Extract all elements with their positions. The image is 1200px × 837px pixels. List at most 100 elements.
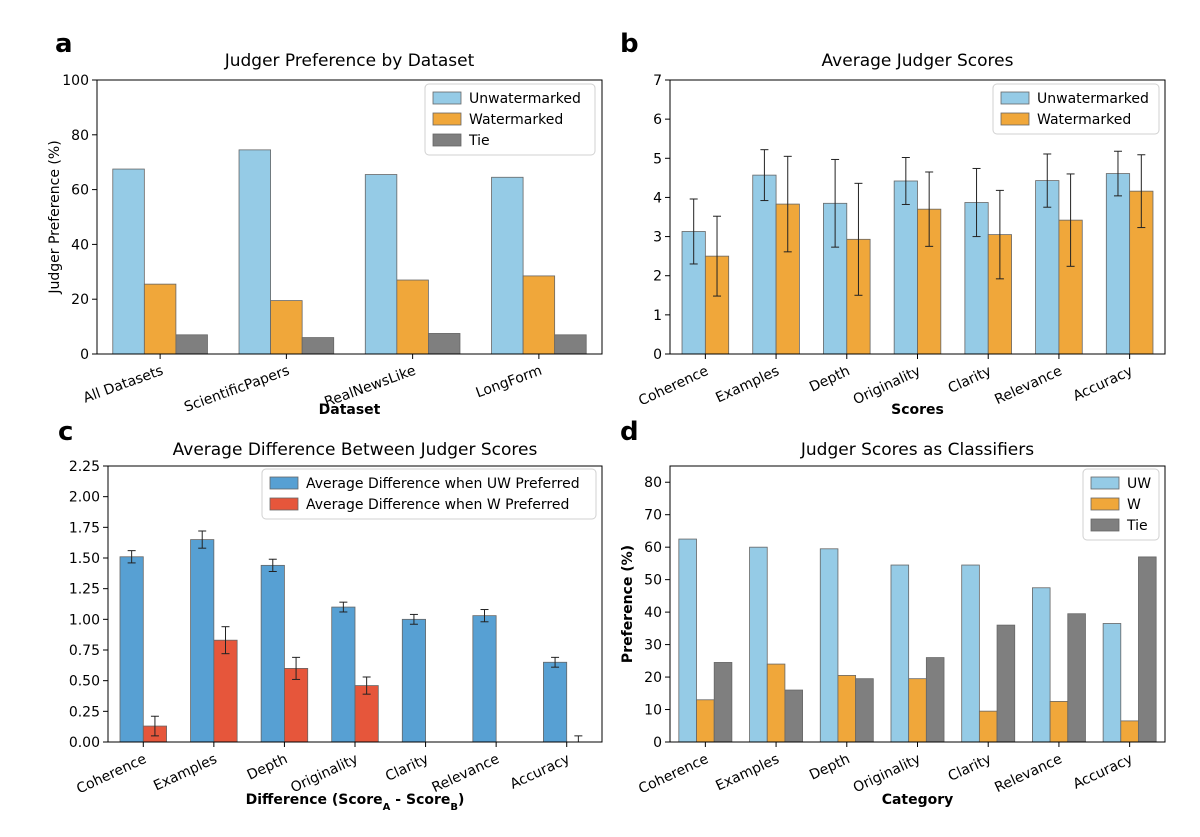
y-tick-label: 1.75 — [69, 520, 100, 536]
x-tick-label: Examples — [713, 363, 781, 406]
panel-d: d Judger Scores as Classifiers 0 10 20 30 40 50… — [620, 417, 1166, 808]
bars — [681, 149, 1154, 355]
bar-uw-originality — [890, 564, 910, 743]
error-bar — [150, 715, 159, 737]
x-tick-label: Originality — [288, 751, 360, 796]
x-tick-label: Accuracy — [508, 751, 573, 793]
error-bar — [480, 609, 489, 623]
bar-w-coherence — [696, 699, 715, 743]
error-bar — [292, 656, 301, 680]
y-tick-label: 2 — [653, 269, 662, 285]
x-tick-label: Depth — [245, 751, 290, 784]
y-tick-label: 0 — [653, 735, 662, 751]
bar-w-examples — [766, 663, 786, 743]
bar-watermarked-longform — [522, 275, 556, 355]
x-tick-label: Accuracy — [1071, 363, 1136, 405]
bars — [678, 538, 1157, 743]
error-bar — [221, 626, 230, 655]
y-tick-label: 50 — [644, 573, 662, 589]
bar-tie-all-datasets — [175, 334, 208, 355]
x-tick-label: Examples — [151, 751, 219, 794]
bar-uw-relevance — [1032, 587, 1051, 743]
bar-tie-scientificpapers — [301, 337, 335, 355]
y-tick-label: 1.50 — [69, 551, 100, 567]
bars — [112, 149, 587, 355]
y-tick-label: 0 — [653, 347, 662, 363]
chart-title: Average Difference Between Judger Scores — [173, 440, 538, 460]
legend-label: Unwatermarked — [1037, 91, 1149, 107]
legend-swatch — [1000, 112, 1030, 126]
bar-watermarked-all-datasets — [143, 283, 177, 355]
bar-watermarked-realnewslike — [396, 279, 429, 355]
legend-label: Unwatermarked — [469, 91, 581, 107]
x-axis-label: Difference (ScoreA - ScoreB) — [246, 792, 465, 813]
legend-label: W — [1127, 497, 1141, 513]
error-bar — [713, 215, 722, 297]
axes-frame — [96, 79, 603, 355]
x-axis-label: Dataset — [319, 402, 381, 418]
bar-tie-realnewslike — [428, 333, 461, 355]
x-tick-label: All Datasets — [81, 363, 165, 407]
y-tick-label: 1 — [653, 308, 662, 324]
bar-average-difference-when-uw-preferred-originality — [331, 606, 356, 743]
x-axis-label-part: A — [383, 802, 391, 813]
bar-uw-accuracy — [1102, 623, 1122, 743]
x-axis-label-part: - Score — [390, 792, 450, 808]
legend-swatch — [1090, 476, 1120, 490]
bar-tie-examples — [784, 689, 803, 743]
error-bar — [409, 613, 418, 625]
x-axis-label: Scores — [891, 402, 944, 418]
bar-average-difference-when-uw-preferred-relevance — [472, 615, 497, 743]
x-tick-label: Coherence — [636, 751, 711, 797]
bar-w-originality — [908, 678, 927, 743]
error-bar — [1137, 154, 1146, 229]
legend-box — [424, 83, 596, 156]
panel-letter-b: b — [620, 29, 639, 59]
legend-swatch — [269, 497, 299, 511]
x-tick-label: Depth — [807, 751, 852, 784]
chart-title: Judger Preference by Dataset — [224, 51, 475, 71]
x-tick-label: Originality — [851, 751, 923, 796]
legend-label: Tie — [468, 133, 490, 149]
bar-uw-coherence — [678, 538, 697, 743]
bar-w-relevance — [1049, 701, 1069, 743]
x-tick-label: Depth — [807, 363, 852, 396]
y-tick-label: 60 — [71, 183, 89, 199]
y-tick-label: 2.00 — [69, 490, 100, 506]
bar-average-difference-when-uw-preferred-coherence — [119, 556, 144, 743]
y-axis-label: Preference (%) — [620, 545, 636, 663]
legend-swatch — [432, 133, 462, 147]
bar-w-clarity — [978, 710, 998, 743]
y-tick-label: 7 — [653, 73, 662, 89]
error-bar — [995, 189, 1004, 280]
y-tick-label: 80 — [71, 128, 89, 144]
x-tick-label: Coherence — [636, 363, 711, 409]
x-axis-label-part: ) — [458, 792, 464, 808]
bar-tie-accuracy — [1138, 556, 1157, 743]
error-bar — [901, 157, 910, 205]
bar-unwatermarked-examples — [752, 174, 777, 355]
panel-b: b Average Judger Scores 0 1 2 3 4 5 6 7 Coherence E… — [620, 29, 1166, 418]
legend-label: Average Difference when W Preferred — [306, 497, 569, 513]
bar-average-difference-when-w-preferred-examples — [213, 639, 238, 743]
x-tick-label: Relevance — [430, 751, 502, 796]
error-bar — [551, 656, 560, 668]
y-tick-label: 60 — [644, 540, 662, 556]
y-tick-label: 0.25 — [69, 704, 100, 720]
legend-swatch — [432, 112, 462, 126]
panel-c: c Average Difference Between Judger Score… — [58, 417, 603, 813]
y-axis-label: Judger Preference (%) — [47, 140, 63, 294]
legend-swatch — [1090, 518, 1120, 532]
y-tick-label: 6 — [653, 112, 662, 128]
bar-unwatermarked-originality — [893, 180, 918, 355]
legend-swatch — [432, 91, 462, 105]
y-tick-label: 5 — [653, 151, 662, 167]
legend-label: UW — [1127, 476, 1151, 492]
bar-tie-clarity — [996, 624, 1016, 743]
legend-swatch — [1090, 497, 1120, 511]
y-tick-label: 20 — [644, 670, 662, 686]
legend-box — [261, 468, 597, 520]
y-tick-label: 1.00 — [69, 612, 100, 628]
x-axis-label-part: Difference (Score — [246, 792, 383, 808]
